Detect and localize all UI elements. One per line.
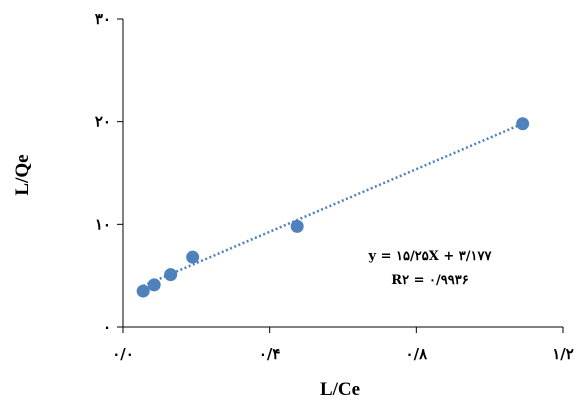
data-point bbox=[136, 284, 150, 298]
data-point bbox=[186, 250, 200, 264]
plot-area: ۰/۰ ۰/۴ ۰/۸ ۱/۲ ۰ ۱۰ ۲۰ ۳۰ bbox=[95, 10, 574, 363]
r-squared-label: R۲ = ۰/۹۹۳۶ bbox=[391, 273, 468, 288]
data-point bbox=[147, 278, 161, 292]
y-ticks: ۰ ۱۰ ۲۰ ۳۰ bbox=[95, 10, 123, 336]
data-point bbox=[516, 117, 530, 131]
y-axis-title: L/Qe bbox=[12, 154, 33, 195]
x-tick-label: ۱/۲ bbox=[552, 345, 574, 363]
x-tick-label: ۰/۸ bbox=[406, 345, 429, 363]
y-tick-label: ۱۰ bbox=[95, 215, 111, 233]
y-tick-label: ۲۰ bbox=[95, 113, 111, 131]
x-tick-label: ۰/۰ bbox=[112, 345, 134, 363]
trendline bbox=[142, 122, 524, 287]
y-tick-label: ۳۰ bbox=[95, 10, 111, 28]
data-points bbox=[136, 117, 530, 298]
trendline-equation: y = ۱۵/۲۵X + ۳/۱۷۷ bbox=[368, 249, 493, 264]
y-tick-label: ۰ bbox=[103, 318, 111, 336]
data-point bbox=[290, 219, 304, 233]
data-point bbox=[164, 268, 178, 282]
x-ticks: ۰/۰ ۰/۴ ۰/۸ ۱/۲ bbox=[112, 327, 574, 363]
x-axis-title: L/Ce bbox=[320, 379, 360, 400]
x-tick-label: ۰/۴ bbox=[259, 345, 281, 363]
